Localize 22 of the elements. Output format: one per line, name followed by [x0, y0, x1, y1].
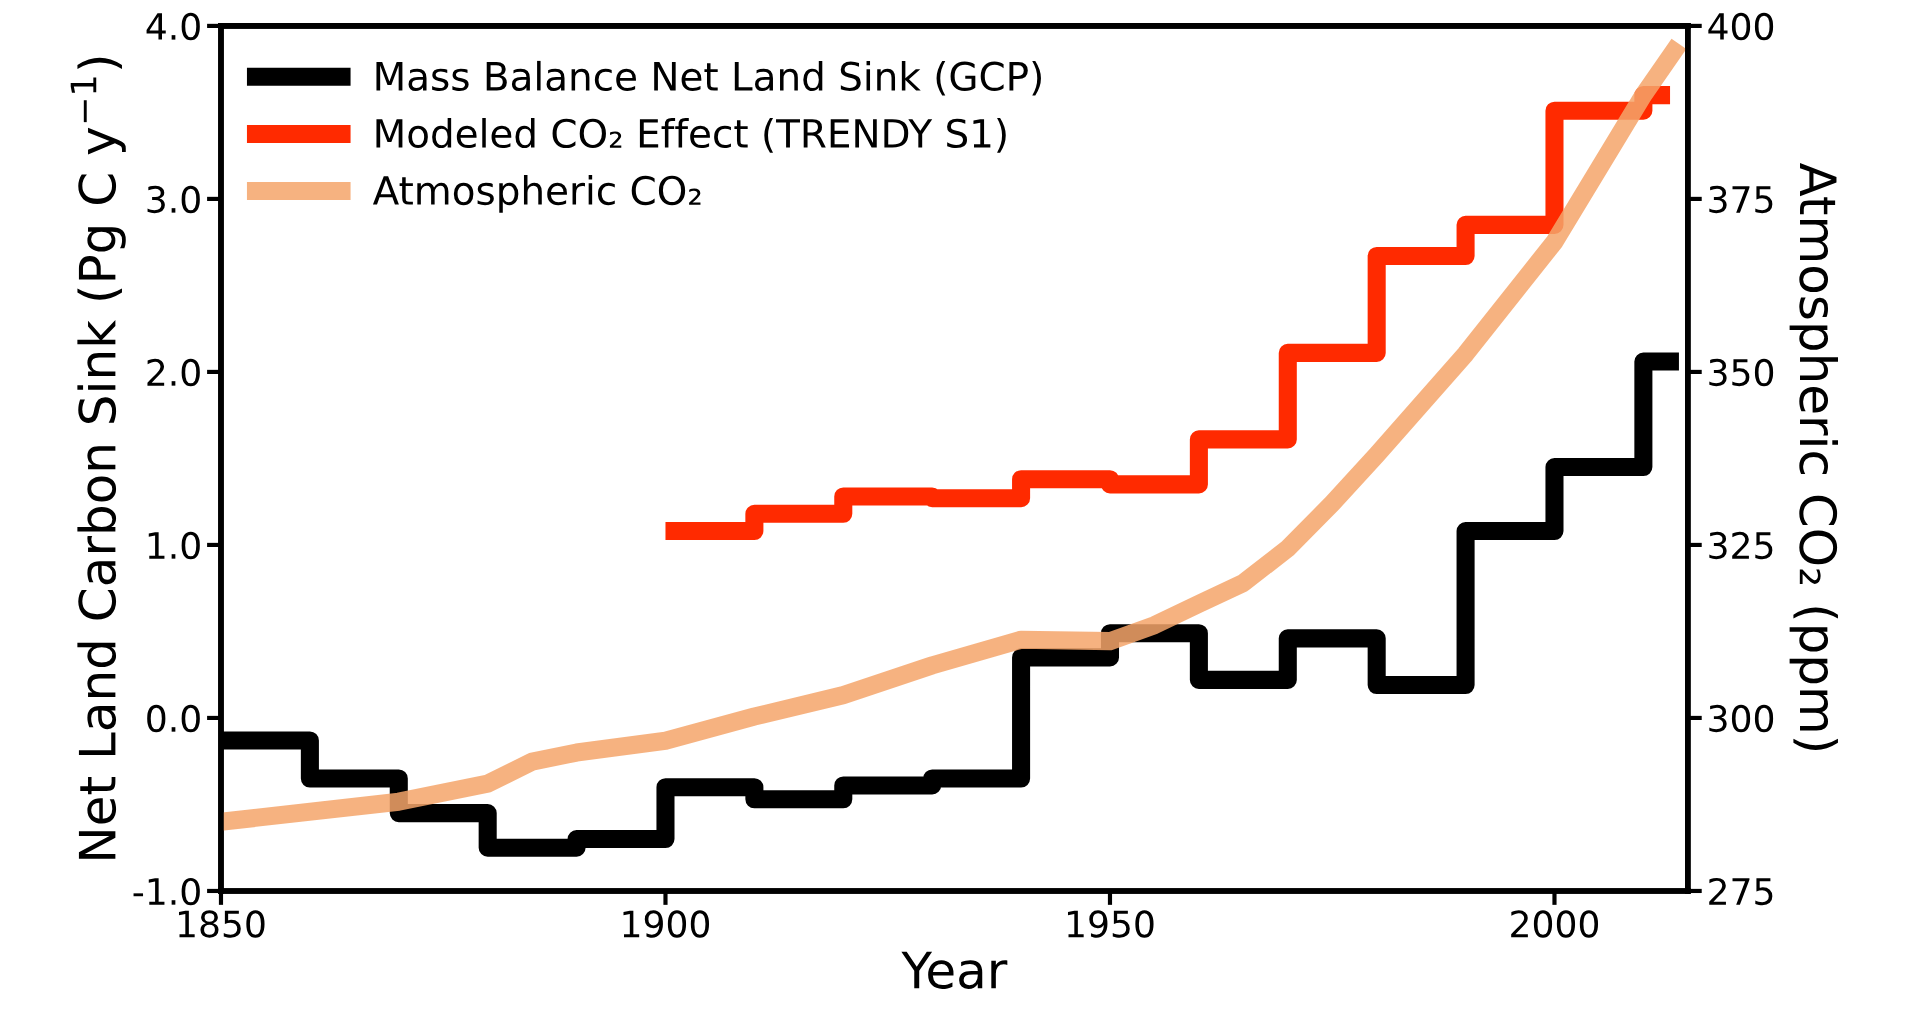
x-tick-label: 2000 — [1511, 910, 1599, 938]
y2-tick-label: 300 — [1709, 704, 1774, 733]
y2-axis-title: Atmospheric CO₂ (ppm) — [1789, 162, 1839, 750]
y-tick-label: 0.0 — [147, 704, 200, 733]
legend-label: Modeled CO₂ Effect (TRENDY S1) — [376, 117, 1006, 153]
y-tick-label: -1.0 — [133, 877, 200, 906]
y-tick-label: 2.0 — [147, 358, 200, 387]
y2-tick-label: 275 — [1709, 877, 1773, 906]
y2-tick-label: 350 — [1709, 358, 1774, 387]
y-tick-label: 3.0 — [147, 185, 200, 214]
y-axis-title: Net Land Carbon Sink (Pg C y$^{−1}$) — [70, 57, 126, 859]
y-tick-label: 4.0 — [146, 12, 200, 41]
y-tick-label: 1.0 — [148, 531, 200, 560]
y2-tick-label: 375 — [1709, 185, 1773, 214]
y2-tick-label: 325 — [1709, 531, 1773, 560]
x-axis-title: Year — [901, 951, 1008, 989]
legend-label: Atmospheric CO₂ — [372, 175, 701, 213]
x-tick-label: 1850 — [179, 910, 265, 938]
x-tick-label: 1900 — [623, 910, 710, 938]
y2-tick-label: 400 — [1708, 12, 1774, 41]
x-tick-label: 1950 — [1068, 910, 1154, 938]
legend-label: Mass Balance Net Land Sink (GCP) — [376, 60, 1041, 96]
